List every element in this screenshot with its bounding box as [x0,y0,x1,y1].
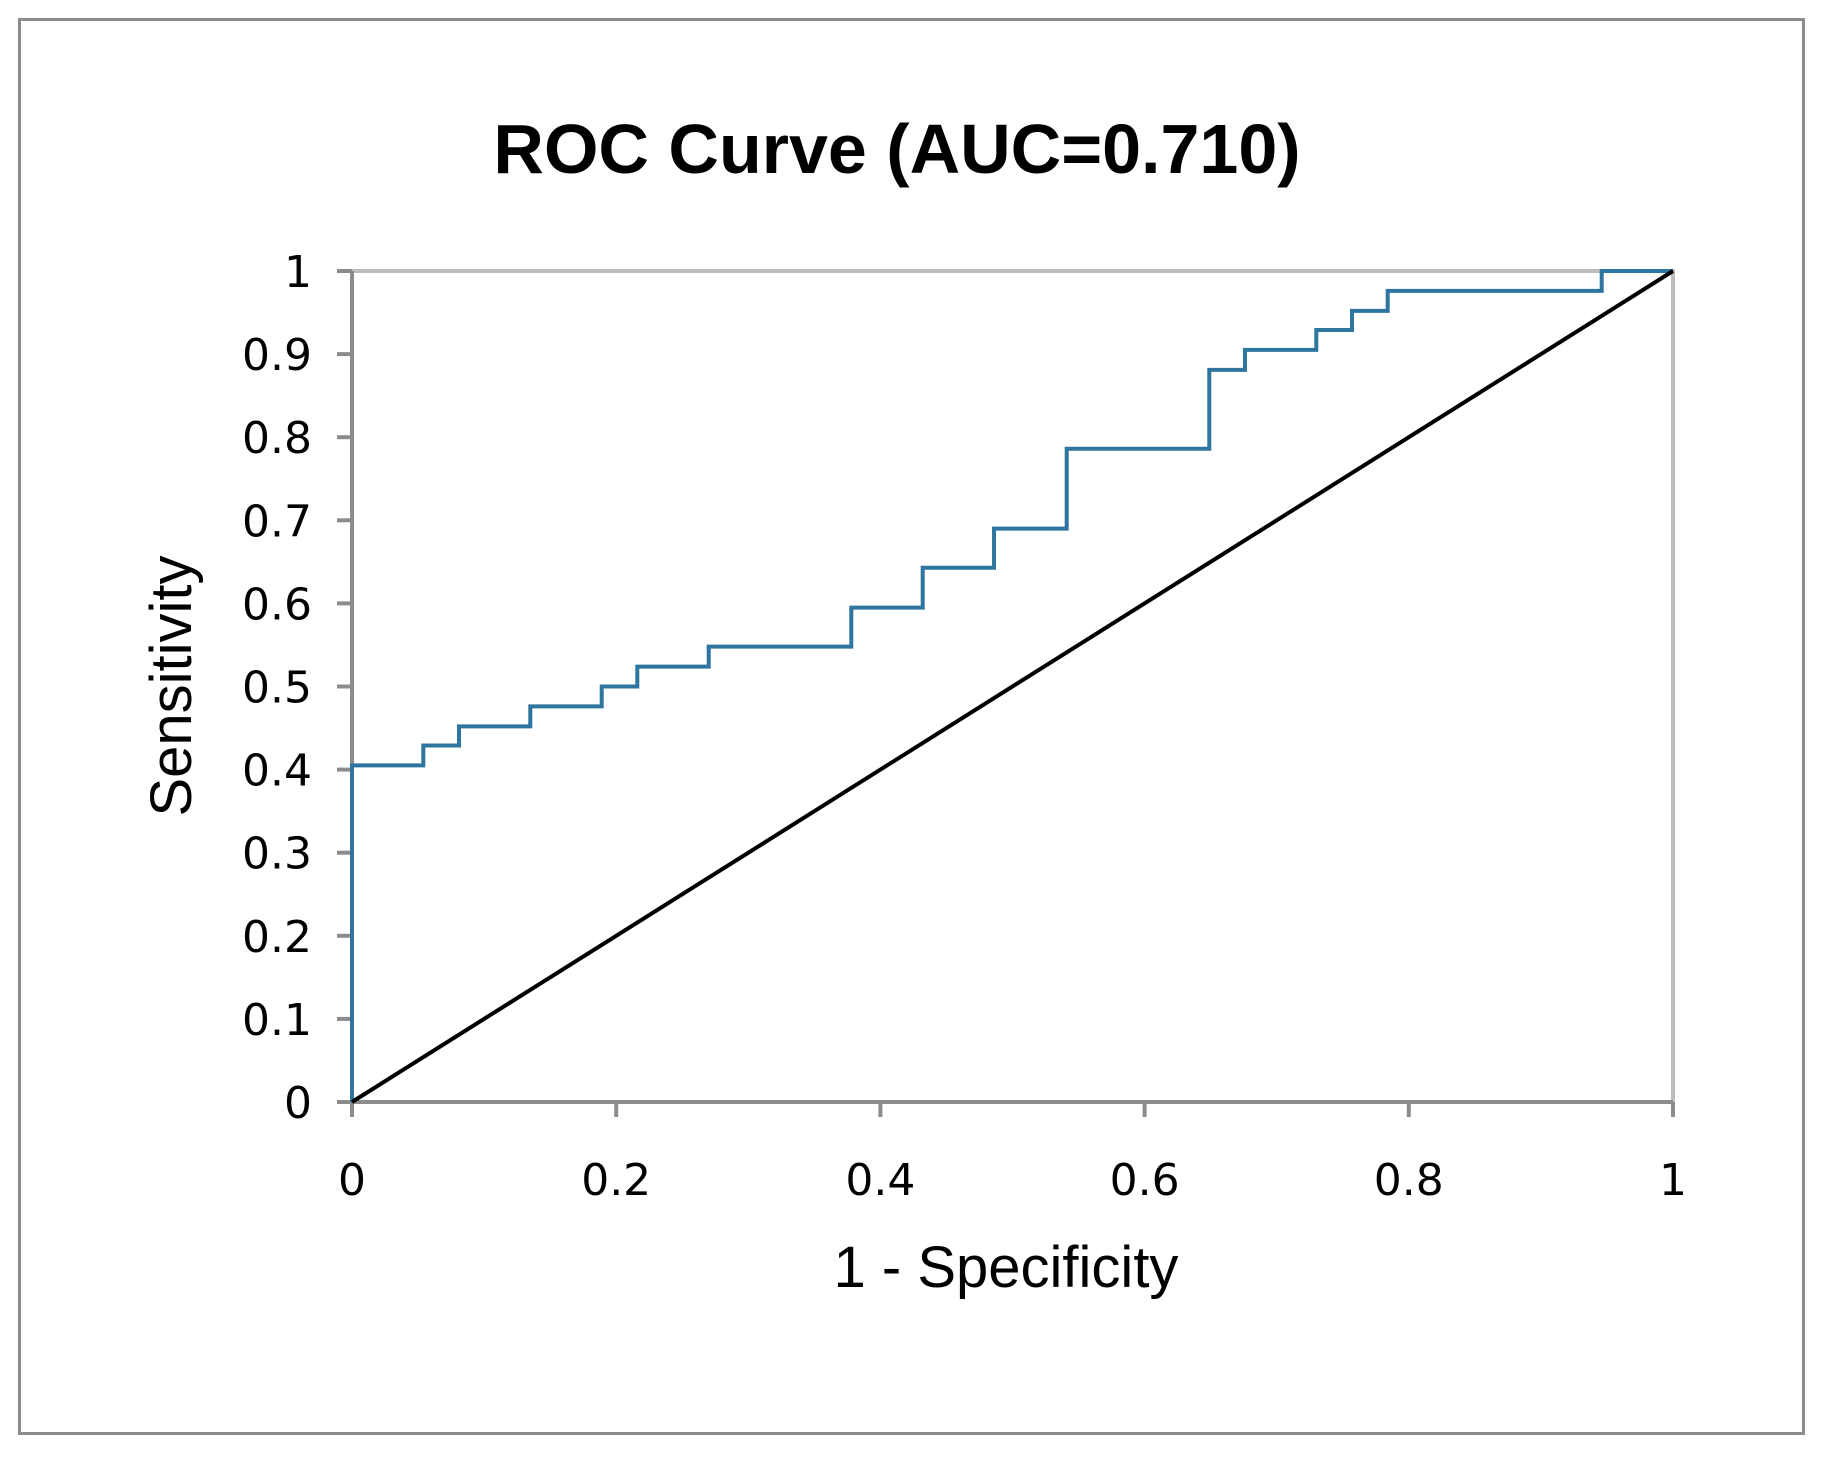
y-tick-label: 0.9 [242,330,312,381]
y-tick-label: 0.8 [242,413,312,464]
x-tick-label: 0.4 [845,1155,915,1206]
x-tick-label: 0.8 [1374,1155,1444,1206]
reference-diagonal-line [350,269,1675,1104]
y-axis-title: Sensitivity [139,555,204,816]
y-tick-label: 0.6 [242,579,312,630]
x-tick-label: 0 [338,1155,366,1206]
roc-chart: ROC Curve (AUC=0.710) 0 0.1 0.2 0.3 0.4 0.5 0.… [139,110,1687,1300]
y-tick-label: 0 [284,1078,312,1129]
x-tick-label: 1 [1659,1155,1687,1206]
x-tick-label: 0.2 [581,1155,651,1206]
x-tick-label: 0.6 [1110,1155,1180,1206]
y-tick-label: 0.3 [242,829,312,880]
roc-curve-line [350,269,1673,1102]
chart-frame: ROC Curve (AUC=0.710) 0 0.1 0.2 0.3 0.4 0.5 0.… [18,18,1805,1435]
chart-title: ROC Curve (AUC=0.710) [493,110,1300,188]
y-tick-label: 0.7 [242,496,312,547]
y-tick-label: 0.5 [242,663,312,714]
x-axis: 0 0.2 0.4 0.6 0.8 1 [338,1100,1687,1206]
y-tick-label: 0.2 [242,912,312,963]
y-tick-label: 0.1 [242,995,312,1046]
x-axis-title: 1 - Specificity [834,1235,1179,1300]
series-layer [350,269,1675,1104]
y-tick-label: 0.4 [242,746,312,797]
y-tick-label: 1 [284,247,312,298]
y-axis: 0 0.1 0.2 0.3 0.4 0.5 0.6 0.7 0.8 0.9 1 [242,247,354,1129]
